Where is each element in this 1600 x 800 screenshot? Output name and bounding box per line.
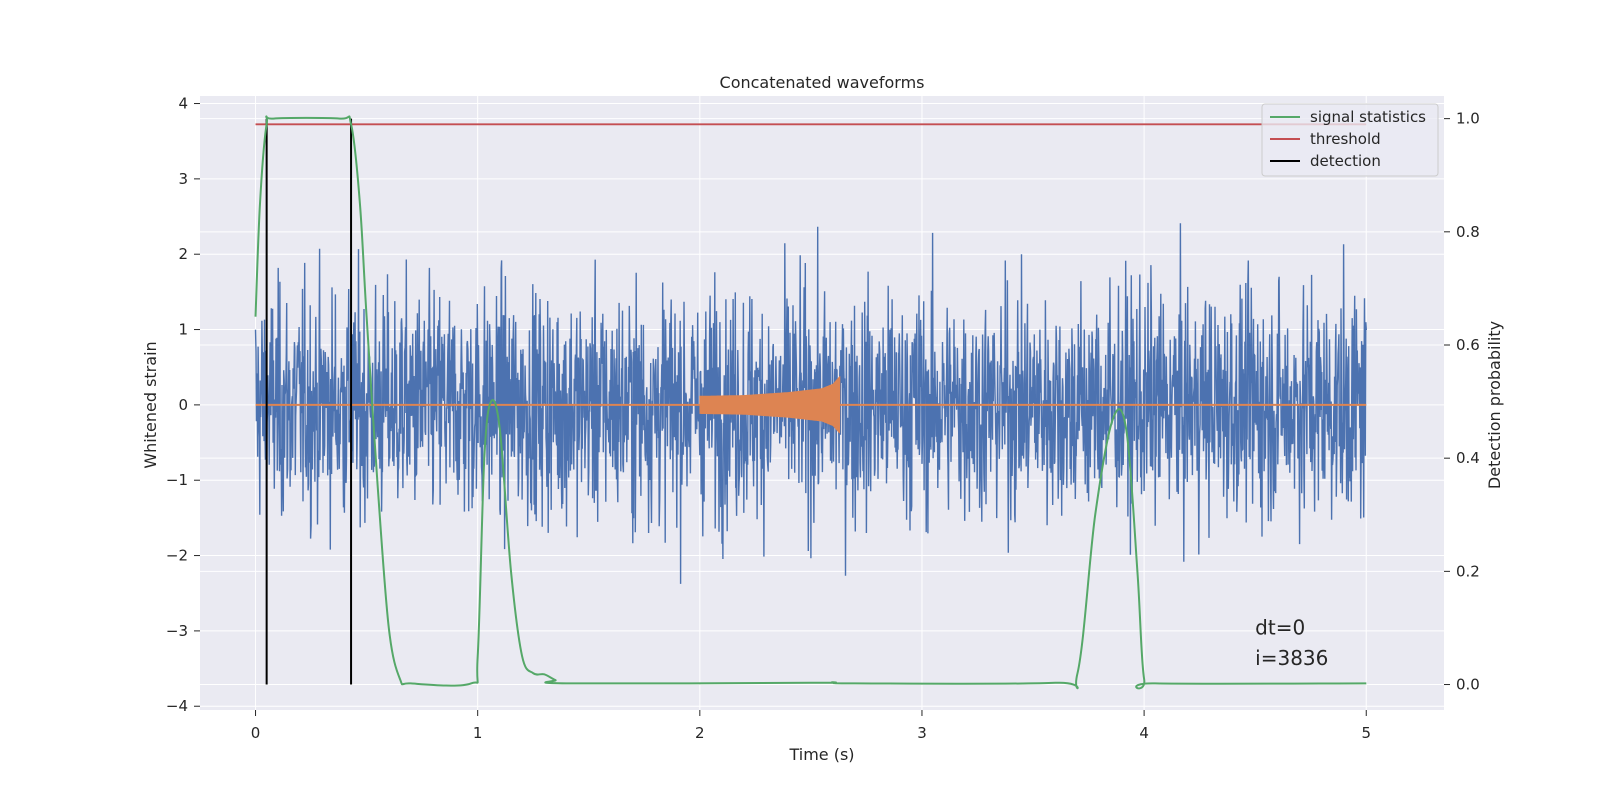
series-chirp xyxy=(255,376,1367,434)
legend-label-detection: detection xyxy=(1310,152,1381,170)
y-left-tick-label: 4 xyxy=(178,95,188,113)
y-left-tick-label: 3 xyxy=(178,170,188,188)
y-left-tick-label: −2 xyxy=(166,547,188,565)
y-axis-label-left: Whitened strain xyxy=(141,341,160,468)
x-axis-label: Time (s) xyxy=(788,745,854,764)
y-right-tick-label: 0.2 xyxy=(1456,562,1480,580)
legend: signal statistics threshold detection xyxy=(1261,103,1439,177)
x-tick-label: 1 xyxy=(473,724,483,742)
y-right-tick-label: 1.0 xyxy=(1456,110,1480,128)
chart-title: Concatenated waveforms xyxy=(720,73,925,92)
ticks: 0 1 2 3 4 5 −4 −3 −2 −1 0 1 2 3 4 0.0 0.2 0.4 0.6 0.8 1.0 xyxy=(166,95,1480,742)
y-right-tick-label: 0.4 xyxy=(1456,449,1480,467)
annotations: dt=0 i=3836 xyxy=(1255,616,1328,670)
y-left-tick-label: 2 xyxy=(178,245,188,263)
legend-box xyxy=(1261,103,1439,177)
y-right-tick-label: 0.6 xyxy=(1456,336,1480,354)
y-right-tick-label: 0.8 xyxy=(1456,223,1480,241)
y-left-tick-label: −3 xyxy=(166,622,188,640)
y-left-tick-label: −4 xyxy=(166,697,188,715)
y-right-tick-label: 0.0 xyxy=(1456,676,1480,694)
x-tick-label: 4 xyxy=(1139,724,1149,742)
series-noise xyxy=(254,223,1367,584)
annotation-i: i=3836 xyxy=(1255,646,1328,670)
annotation-dt: dt=0 xyxy=(1255,616,1305,640)
x-tick-label: 5 xyxy=(1361,724,1371,742)
series-right-axis xyxy=(254,115,1367,690)
waveform-chirp xyxy=(699,376,841,434)
signal-statistics-line xyxy=(254,115,1367,690)
x-tick-label: 0 xyxy=(251,724,261,742)
y-left-tick-label: 0 xyxy=(178,396,188,414)
x-tick-label: 3 xyxy=(917,724,927,742)
y-axis-label-right: Detection probability xyxy=(1485,321,1504,489)
y-left-tick-label: −1 xyxy=(166,471,188,489)
noise-line xyxy=(254,223,1367,584)
y-left-tick-label: 1 xyxy=(178,321,188,339)
x-tick-label: 2 xyxy=(695,724,705,742)
legend-label-signal-statistics: signal statistics xyxy=(1310,108,1426,126)
legend-label-threshold: threshold xyxy=(1310,130,1381,148)
